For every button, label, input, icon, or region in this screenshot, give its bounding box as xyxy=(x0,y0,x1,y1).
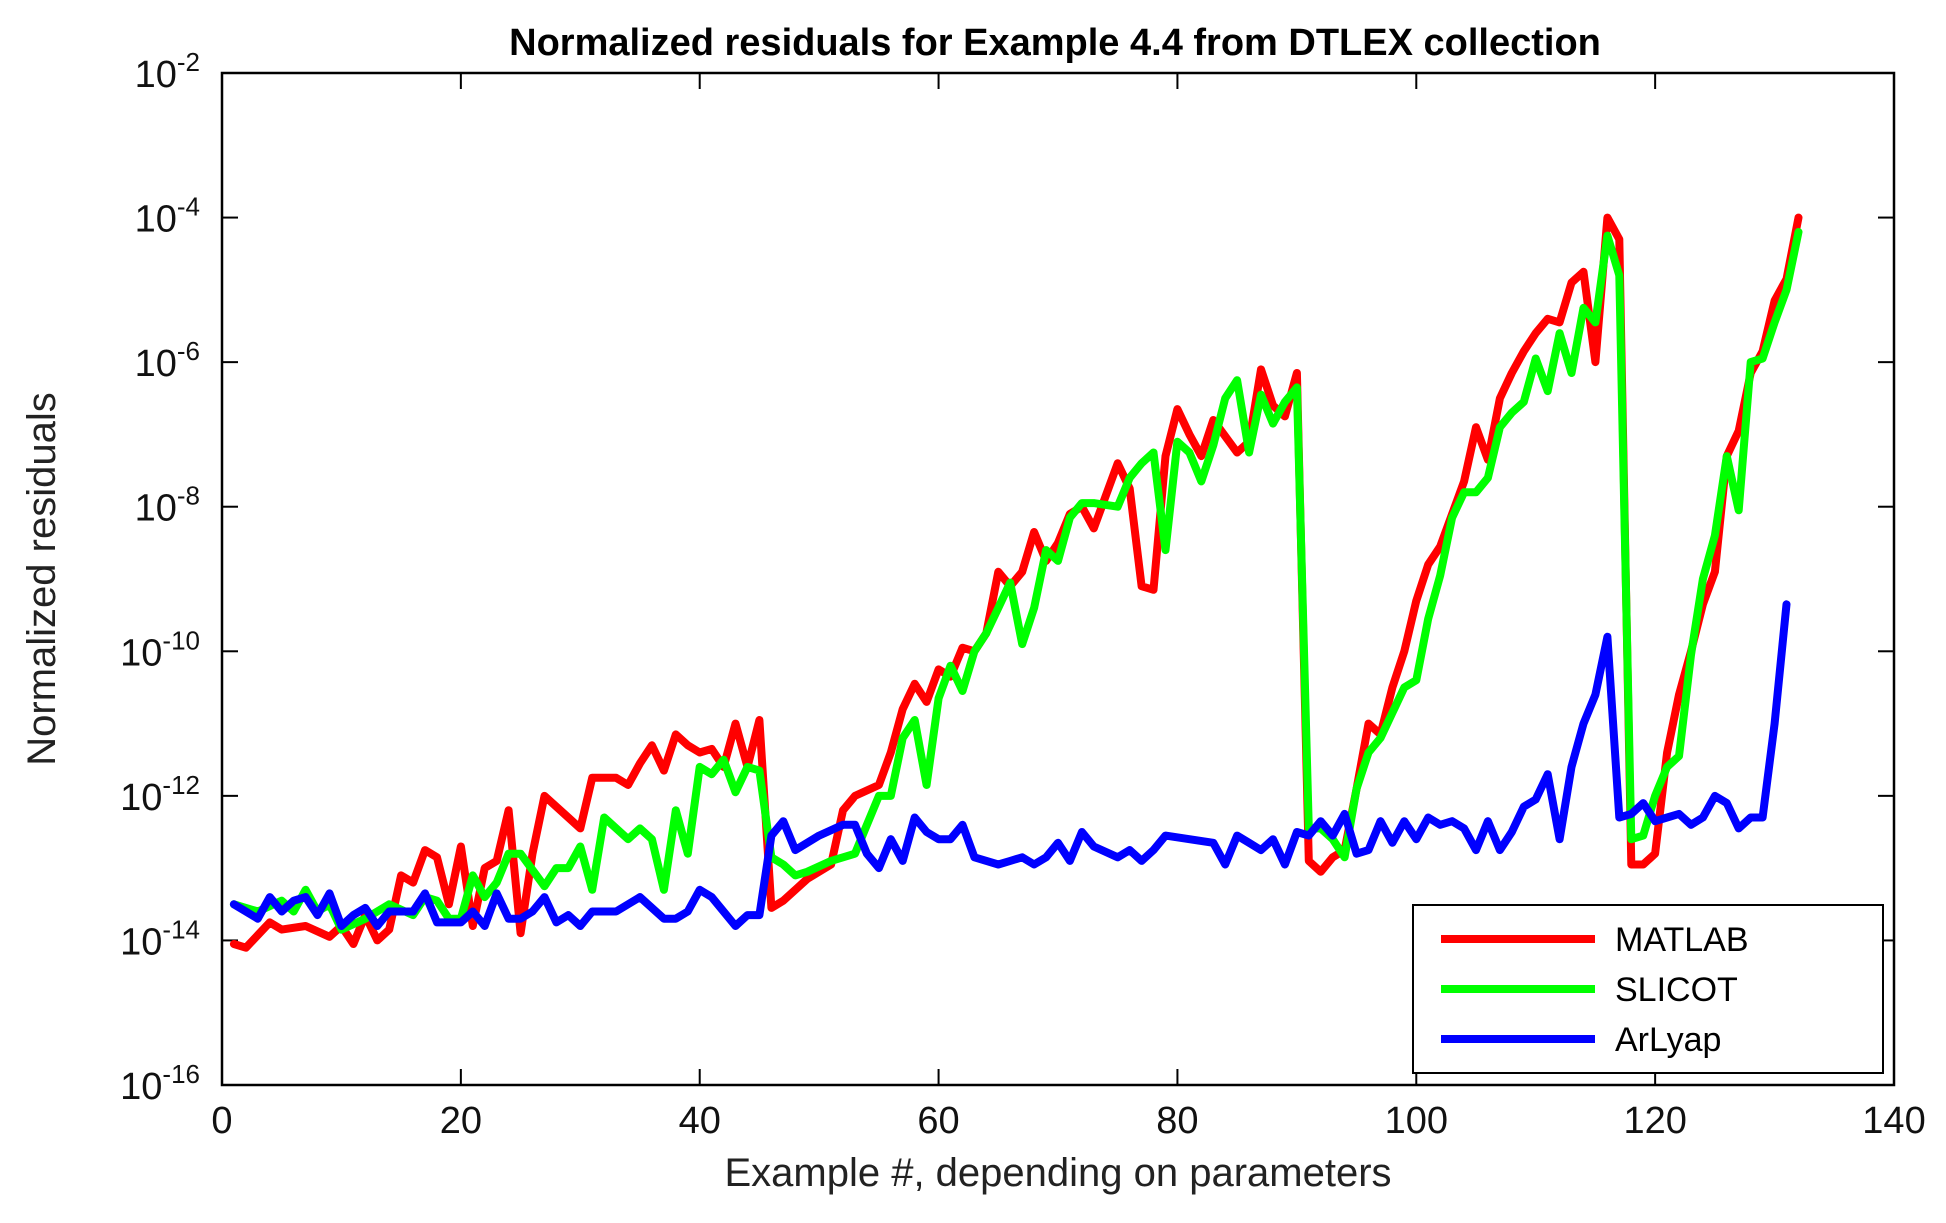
x-tick-label: 40 xyxy=(679,1100,721,1142)
legend-label-arlyap: ArLyap xyxy=(1615,1021,1721,1059)
y-tick-label: 10-10 xyxy=(120,625,200,674)
series-line-slicot xyxy=(229,228,1803,934)
series-line-matlab xyxy=(229,213,1803,952)
x-tick-label: 0 xyxy=(211,1100,232,1142)
y-tick-label: 10-14 xyxy=(120,914,200,963)
x-tick-label: 120 xyxy=(1623,1100,1686,1142)
x-tick-label: 140 xyxy=(1862,1100,1925,1142)
y-tick-label: 10-16 xyxy=(120,1059,200,1108)
x-tick-label: 60 xyxy=(917,1100,959,1142)
x-axis-label: Example #, depending on parameters xyxy=(724,1151,1391,1195)
x-tick-label: 20 xyxy=(440,1100,482,1142)
chart-title: Normalized residuals for Example 4.4 fro… xyxy=(509,22,1601,64)
y-tick-label: 10-12 xyxy=(120,770,200,819)
y-tick-label: 10-6 xyxy=(135,336,200,385)
x-tick-label: 80 xyxy=(1156,1100,1198,1142)
y-tick-label: 10-4 xyxy=(135,192,200,241)
y-tick-label: 10-2 xyxy=(135,47,200,96)
legend-label-slicot: SLICOT xyxy=(1615,971,1738,1009)
y-axis-label: Normalized residuals xyxy=(20,392,64,765)
y-tick-label: 10-8 xyxy=(135,481,200,530)
plot-frame xyxy=(220,71,1896,1087)
legend-label-matlab: MATLAB xyxy=(1615,921,1749,959)
x-tick-label: 100 xyxy=(1385,1100,1448,1142)
series-line-arlyap xyxy=(229,600,1791,930)
